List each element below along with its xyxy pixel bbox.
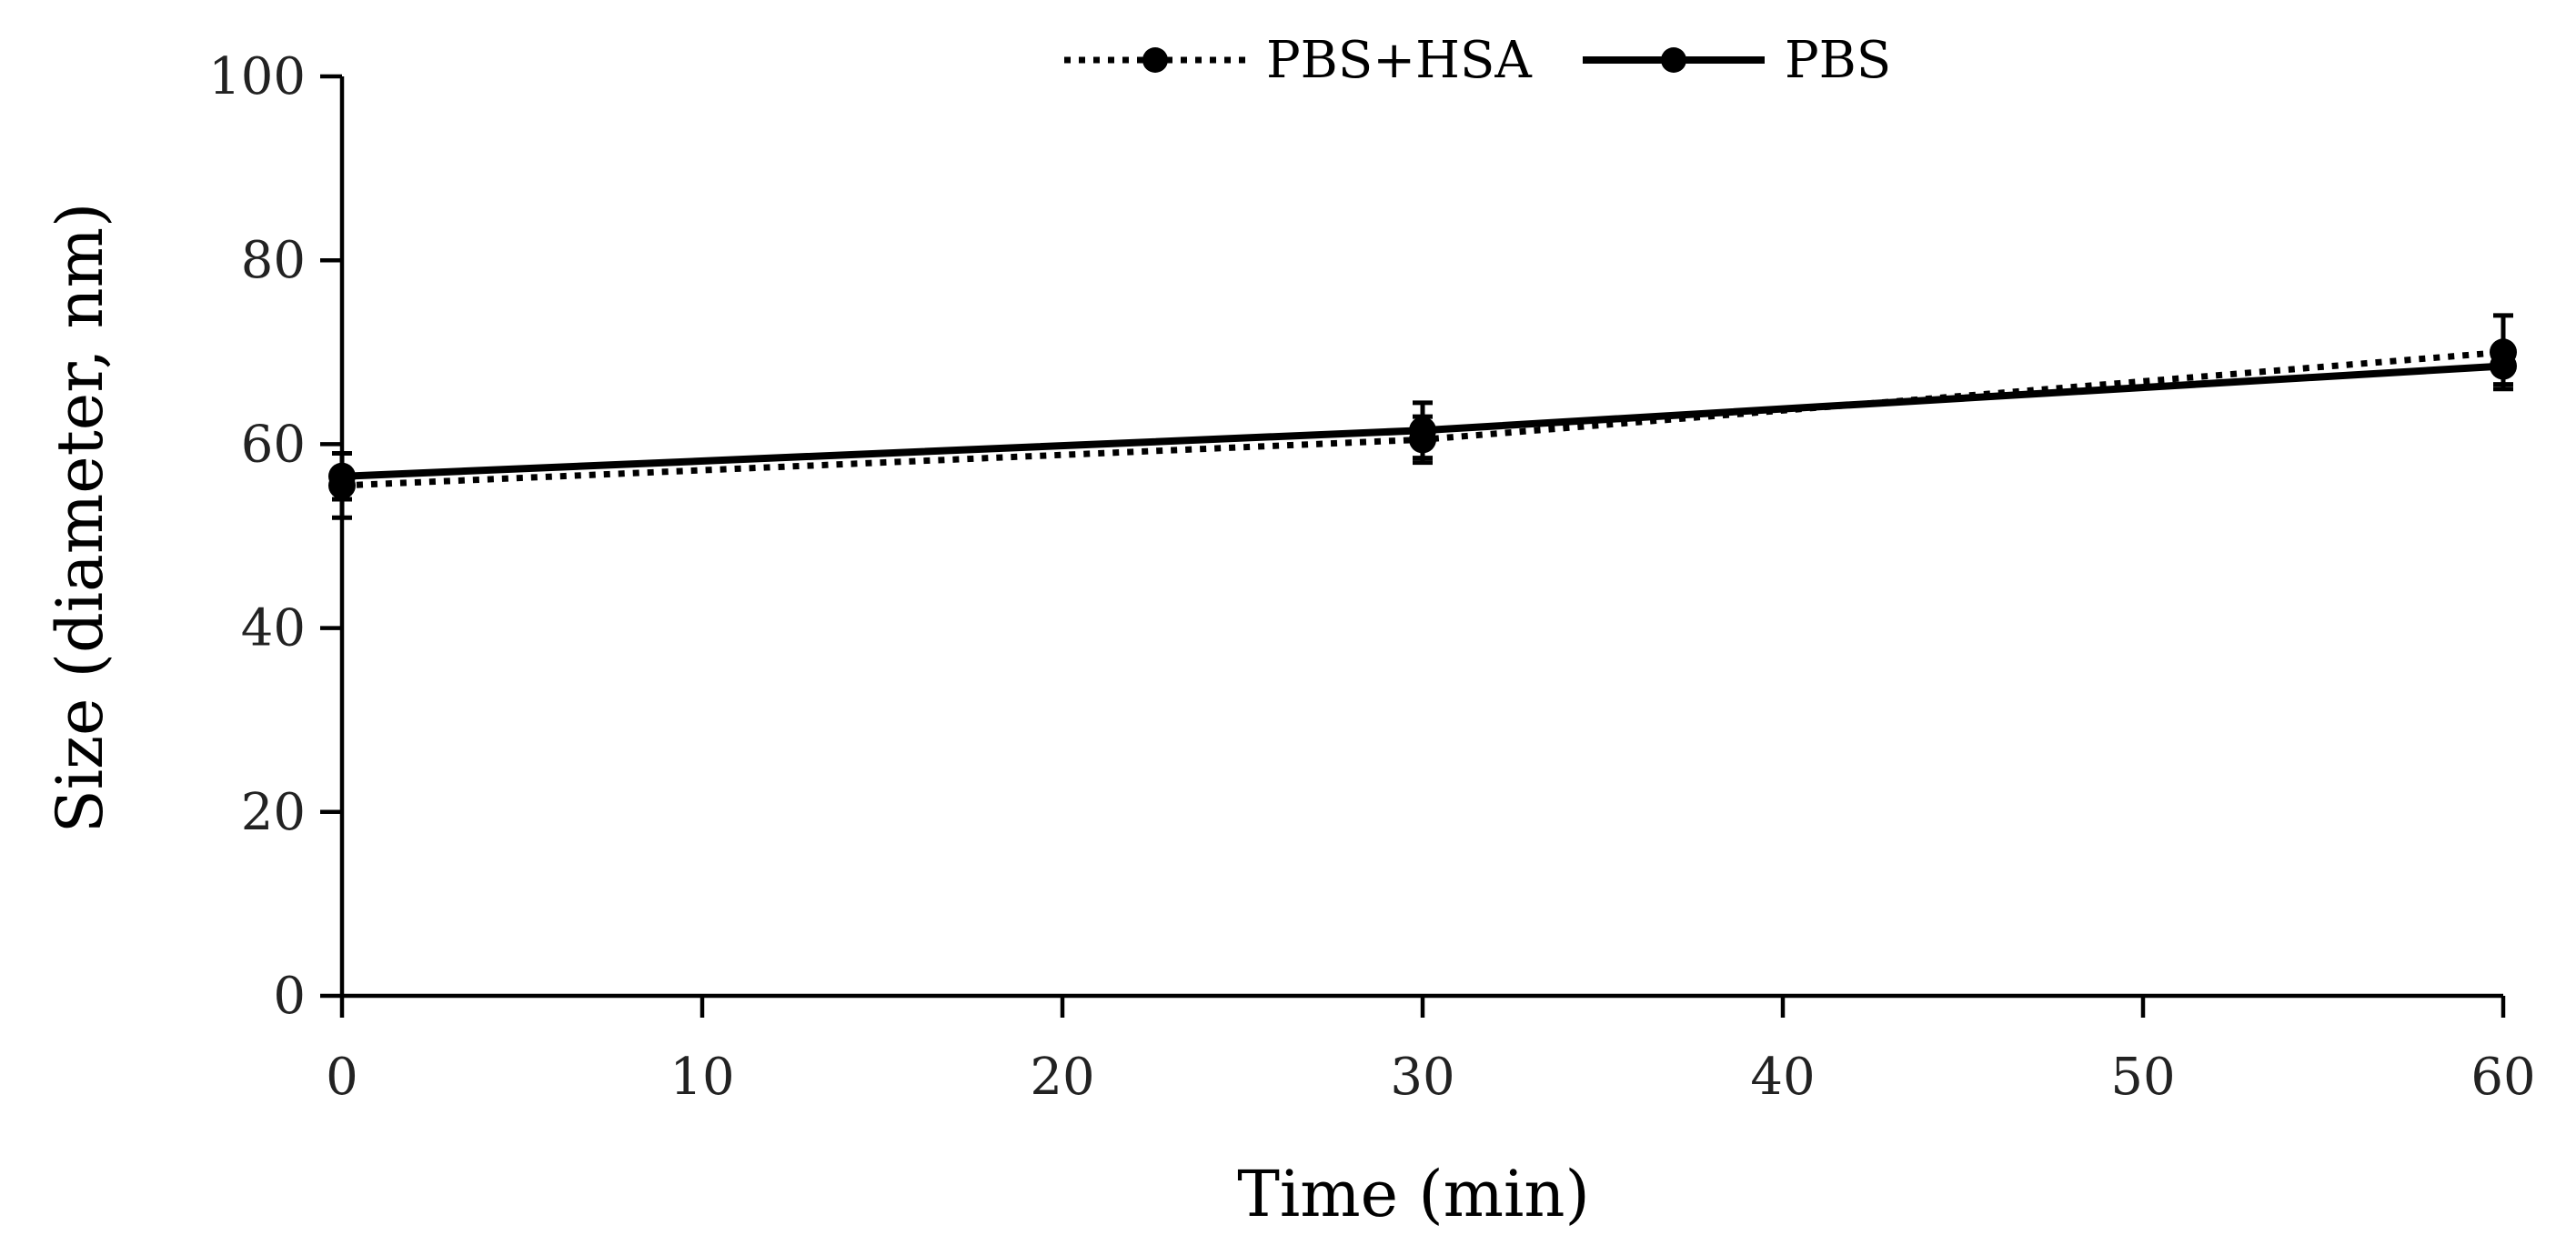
x-tick-label: 60 [2470,1048,2535,1107]
x-tick-label: 40 [1750,1048,1815,1107]
x-axis-title: Time (min) [1237,1157,1590,1231]
data-point-pbs-hsa [1409,426,1436,454]
y-tick-label: 80 [241,231,306,290]
series-layer [328,313,2517,520]
legend-label-pbs-hsa: PBS+HSA [1266,31,1532,90]
y-tick-label: 20 [241,783,306,842]
series-pbs-hsa [328,313,2517,520]
data-point-pbs-hsa [2490,338,2517,366]
y-tick-label: 0 [273,967,306,1026]
x-tick-label: 30 [1390,1048,1454,1107]
legend: PBS+HSA PBS [1064,31,1891,90]
y-axis-title: Size (diameter, nm) [43,203,117,834]
x-tick-label: 50 [2110,1048,2175,1107]
x-tick-label: 0 [326,1048,358,1107]
y-axis-ticks: 0 20 40 60 80 100 [208,47,342,1026]
legend-label-pbs: PBS [1785,31,1891,90]
legend-marker-pbs [1661,47,1686,73]
y-tick-label: 40 [241,599,306,658]
legend-marker-pbs-hsa [1142,47,1168,73]
x-tick-label: 10 [669,1048,734,1107]
y-tick-label: 60 [241,415,306,474]
y-tick-label: 100 [208,47,306,106]
x-axis-ticks: 0 10 20 30 40 50 60 [326,996,2536,1107]
plot-area: 0 20 40 60 80 100 0 10 20 30 40 50 60 [208,47,2536,1107]
x-tick-label: 20 [1030,1048,1094,1107]
